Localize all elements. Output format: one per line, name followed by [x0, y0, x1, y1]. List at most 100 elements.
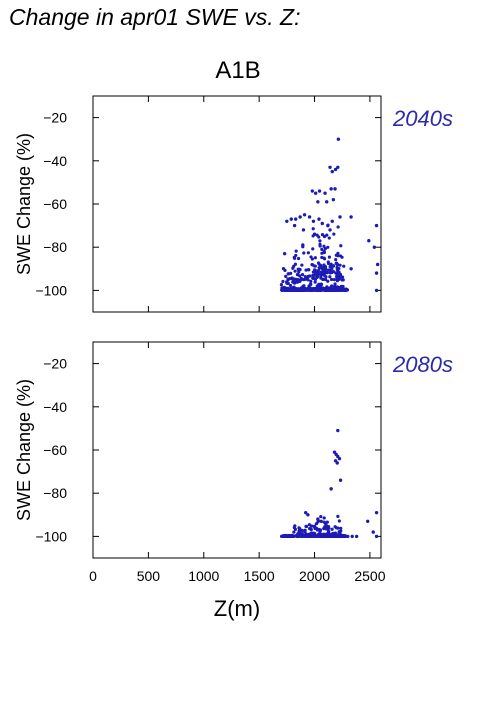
data-point — [296, 267, 300, 271]
data-point — [336, 137, 341, 141]
data-point — [285, 280, 289, 284]
data-point — [322, 249, 326, 253]
data-point — [336, 254, 340, 258]
data-point — [320, 247, 324, 251]
data-point — [288, 283, 293, 288]
data-point — [330, 169, 334, 174]
data-point — [319, 514, 323, 519]
data-point — [337, 277, 341, 281]
data-point — [279, 282, 284, 287]
data-point — [341, 278, 345, 282]
data-point — [322, 234, 327, 239]
data-point — [329, 487, 333, 491]
y-tick-label: −40 — [43, 153, 67, 169]
data-point — [329, 284, 334, 288]
x-tick-label: 2000 — [299, 568, 330, 584]
data-point — [328, 275, 332, 279]
data-point — [314, 286, 318, 291]
data-point — [326, 245, 330, 249]
data-point — [333, 525, 337, 529]
y-tick-label: −40 — [43, 399, 67, 415]
data-point — [296, 531, 300, 536]
data-point — [294, 217, 298, 221]
data-point — [327, 236, 331, 240]
data-point — [349, 215, 353, 219]
x-tick-label: 500 — [137, 568, 161, 584]
data-point — [337, 286, 342, 290]
y-tick-label: −100 — [35, 282, 67, 298]
data-point — [279, 534, 284, 538]
data-point — [319, 519, 323, 523]
data-point — [341, 284, 345, 289]
data-point — [285, 219, 289, 223]
data-point — [333, 167, 338, 172]
panel-2080s: −20 −40 −60 −80 −100 0 500 1000 1500 2000 2500 Z(m)… — [14, 341, 453, 621]
plot-frame — [92, 341, 382, 559]
data-point — [308, 532, 312, 536]
data-point — [304, 288, 308, 292]
data-point — [307, 523, 311, 527]
data-point — [310, 257, 314, 261]
x-axis-label: Z(m) — [214, 596, 260, 621]
data-point — [327, 255, 332, 259]
data-point — [282, 285, 286, 289]
x-tick-label: 1000 — [188, 568, 219, 584]
data-point — [291, 266, 295, 270]
data-point — [322, 244, 326, 248]
data-point — [336, 165, 340, 169]
data-point — [323, 521, 328, 526]
data-point — [313, 191, 318, 195]
y-tick-label: −60 — [43, 196, 67, 212]
data-point — [294, 253, 298, 258]
period-label: 2040s — [392, 106, 453, 131]
data-point — [337, 456, 342, 461]
data-point — [339, 244, 343, 248]
data-point — [305, 277, 309, 281]
data-point — [338, 530, 342, 534]
data-point — [374, 510, 379, 515]
data-point — [316, 200, 320, 204]
data-point — [294, 249, 298, 253]
data-point — [313, 526, 317, 531]
data-point — [308, 274, 312, 278]
data-point — [354, 534, 359, 539]
scenario-title: A1B — [215, 57, 261, 84]
y-tick-label: −100 — [35, 528, 67, 544]
data-point — [323, 277, 328, 282]
data-point — [336, 225, 340, 229]
data-point — [301, 245, 305, 249]
data-point — [337, 519, 341, 523]
data-point — [326, 279, 330, 283]
data-point — [297, 526, 301, 530]
points-group — [279, 137, 380, 293]
data-point — [334, 258, 338, 262]
data-point — [375, 262, 380, 267]
data-point — [296, 273, 300, 277]
data-point — [306, 251, 310, 255]
data-point — [329, 187, 333, 191]
data-point — [346, 534, 350, 539]
data-point — [323, 191, 327, 195]
data-point — [308, 286, 312, 290]
data-point — [316, 527, 321, 531]
data-point — [311, 247, 315, 251]
data-point — [374, 288, 379, 293]
data-point — [334, 261, 338, 265]
data-point — [325, 525, 329, 529]
data-point — [325, 200, 329, 204]
data-point — [319, 276, 323, 280]
data-point — [302, 284, 306, 288]
data-point — [304, 532, 308, 536]
data-point — [317, 189, 322, 193]
data-point — [316, 284, 320, 288]
data-point — [332, 278, 336, 282]
data-point — [323, 288, 327, 292]
data-point — [292, 530, 296, 534]
data-point — [329, 277, 334, 282]
data-point — [320, 221, 324, 226]
data-point — [307, 215, 312, 219]
data-point — [311, 219, 316, 223]
data-point — [333, 531, 338, 535]
data-point — [372, 245, 377, 249]
